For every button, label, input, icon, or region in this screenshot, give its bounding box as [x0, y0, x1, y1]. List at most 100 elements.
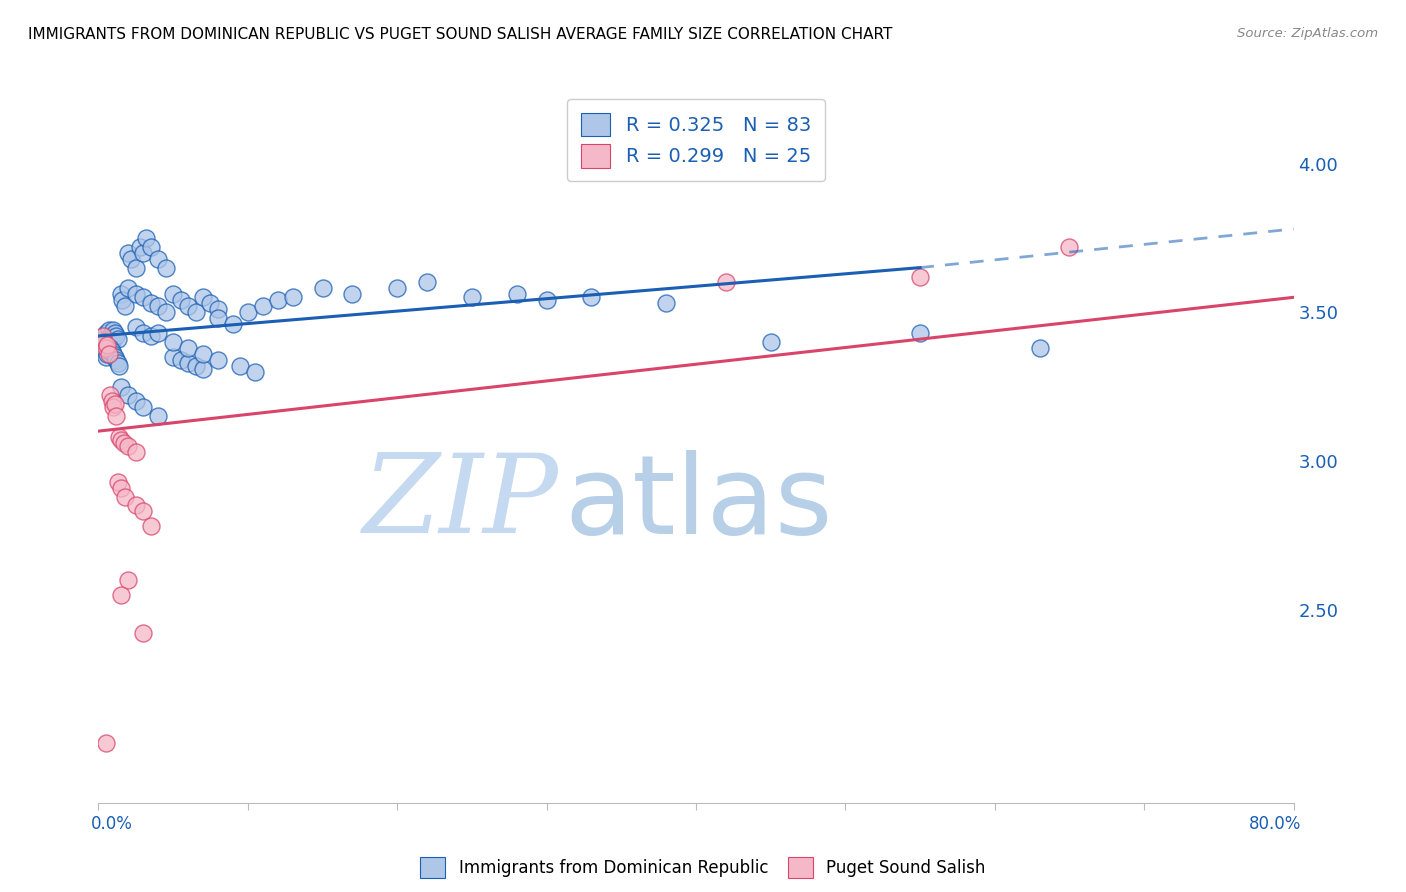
Point [107, 356, 129, 370]
Point [162, 350, 184, 364]
Point [111, 293, 134, 308]
Point [267, 293, 290, 308]
Point [169, 352, 191, 367]
Point [110, 588, 132, 602]
Point [177, 356, 200, 370]
Point [148, 299, 170, 313]
Point [222, 317, 245, 331]
Point [114, 299, 136, 313]
Point [132, 245, 155, 260]
Point [110, 481, 132, 495]
Point [385, 281, 409, 295]
Point [162, 287, 184, 301]
Point [132, 401, 155, 415]
Point [97, 347, 120, 361]
Point [132, 504, 155, 518]
Point [103, 323, 125, 337]
Point [107, 475, 129, 489]
Point [139, 296, 162, 310]
Text: 80.0%: 80.0% [1249, 814, 1301, 833]
Point [104, 397, 127, 411]
Point [110, 433, 132, 447]
Point [129, 240, 152, 254]
Point [177, 341, 200, 355]
Point [125, 394, 148, 409]
Point [117, 573, 139, 587]
Point [94, 341, 117, 355]
Point [714, 276, 737, 290]
Point [155, 260, 177, 275]
Point [104, 326, 127, 340]
Point [93, 329, 115, 343]
Point [132, 326, 155, 340]
Point [655, 296, 678, 310]
Point [1028, 341, 1050, 355]
Point [184, 359, 207, 373]
Point [110, 287, 132, 301]
Point [461, 290, 484, 304]
Legend: R = 0.325   N = 83, R = 0.299   N = 25: R = 0.325 N = 83, R = 0.299 N = 25 [568, 99, 824, 181]
Point [98, 329, 122, 343]
Point [105, 409, 128, 424]
Point [103, 401, 125, 415]
Point [93, 334, 115, 349]
Point [177, 299, 200, 313]
Point [117, 281, 139, 295]
Point [207, 352, 229, 367]
Point [139, 519, 162, 533]
Point [97, 323, 120, 337]
Point [908, 269, 931, 284]
Point [108, 359, 131, 373]
Point [281, 290, 304, 304]
Point [252, 299, 274, 313]
Point [162, 334, 184, 349]
Point [125, 445, 148, 459]
Point [139, 329, 162, 343]
Point [132, 290, 155, 304]
Point [103, 347, 125, 361]
Point [112, 436, 135, 450]
Text: IMMIGRANTS FROM DOMINICAN REPUBLIC VS PUGET SOUND SALISH AVERAGE FAMILY SIZE COR: IMMIGRANTS FROM DOMINICAN REPUBLIC VS PU… [28, 27, 893, 42]
Point [98, 341, 122, 355]
Point [108, 430, 131, 444]
Point [908, 326, 931, 340]
Text: Source: ZipAtlas.com: Source: ZipAtlas.com [1237, 27, 1378, 40]
Point [91, 329, 114, 343]
Point [96, 332, 118, 346]
Point [117, 388, 139, 402]
Point [416, 276, 439, 290]
Point [148, 252, 170, 266]
Point [139, 240, 162, 254]
Point [229, 359, 252, 373]
Point [155, 305, 177, 319]
Point [169, 293, 191, 308]
Point [236, 305, 259, 319]
Point [117, 439, 139, 453]
Point [120, 252, 142, 266]
Point [759, 334, 782, 349]
Point [104, 350, 127, 364]
Text: atlas: atlas [565, 450, 832, 557]
Point [191, 347, 214, 361]
Point [94, 326, 117, 340]
Text: 0.0%: 0.0% [91, 814, 132, 833]
Point [207, 302, 229, 317]
Point [125, 260, 148, 275]
Point [148, 409, 170, 424]
Point [207, 311, 229, 326]
Point [135, 231, 157, 245]
Point [191, 290, 214, 304]
Point [125, 499, 148, 513]
Point [342, 287, 364, 301]
Text: ZIP: ZIP [363, 450, 558, 557]
Legend: Immigrants from Dominican Republic, Puget Sound Salish: Immigrants from Dominican Republic, Puge… [413, 851, 993, 884]
Point [117, 245, 139, 260]
Point [105, 352, 128, 367]
Point [110, 379, 132, 393]
Point [148, 326, 170, 340]
Point [107, 332, 129, 346]
Point [581, 290, 603, 304]
Point [125, 287, 148, 301]
Point [96, 338, 118, 352]
Point [101, 343, 124, 358]
